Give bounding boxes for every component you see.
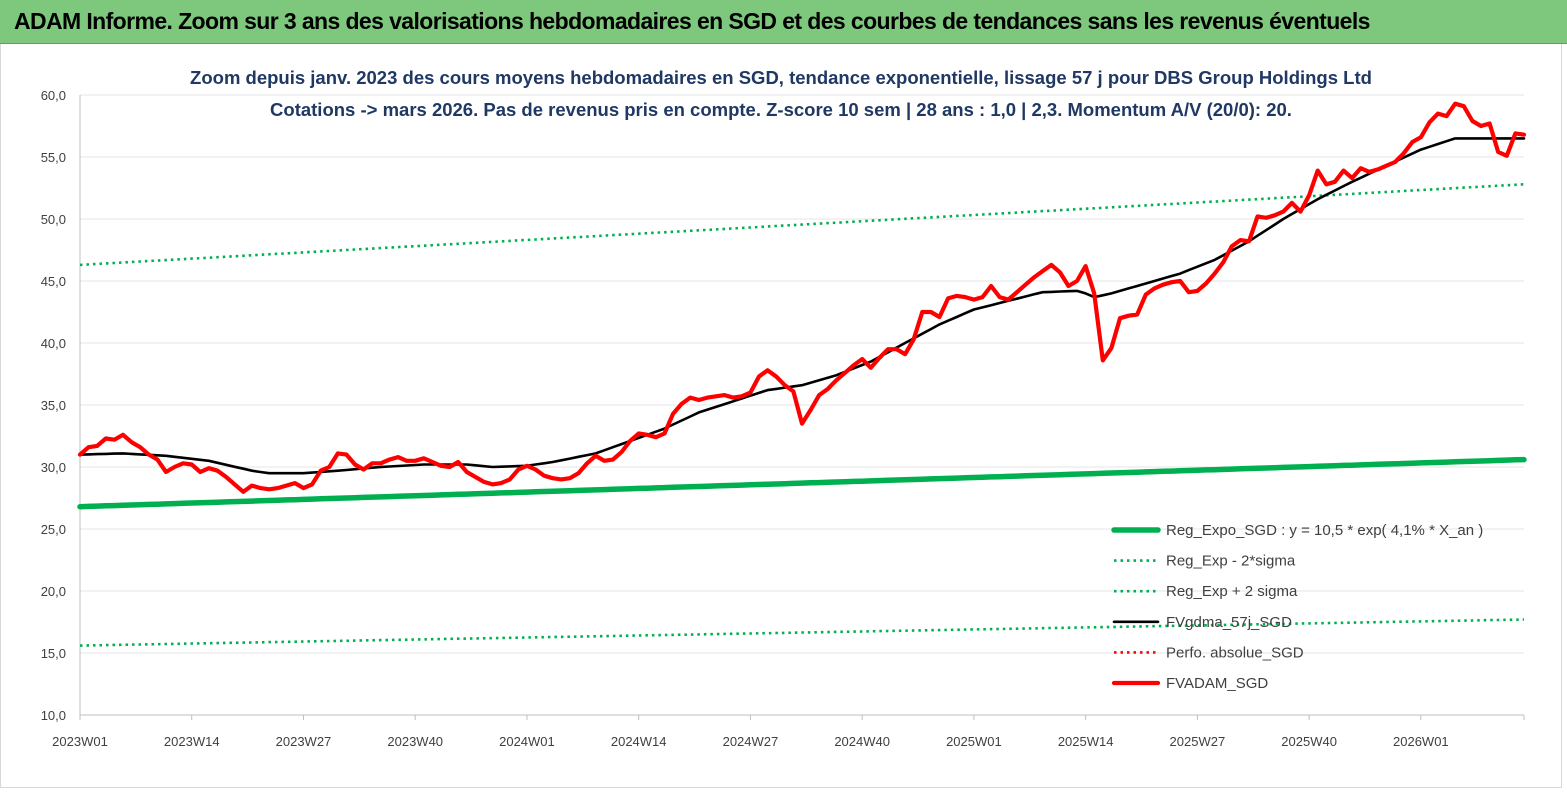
x-tick-label: 2025W14 <box>1058 734 1114 749</box>
series-line-2 <box>79 183 1525 267</box>
y-tick-label: 10,0 <box>41 708 66 723</box>
legend-label: Reg_Expo_SGD : y = 10,5 * exp( 4,1% * X_… <box>1166 522 1483 539</box>
x-tick-label: 2023W40 <box>387 734 443 749</box>
chart-frame <box>0 44 1562 788</box>
y-tick-label: 30,0 <box>41 460 66 475</box>
axes: 10,0 15,0 20,0 25,0 30,0 35,0 40,0 45,0 50,0 55,0… <box>41 88 1525 749</box>
legend: Reg_Expo_SGD : y = 10,5 * exp( 4,1% * X_… <box>1111 522 1483 692</box>
grid <box>80 94 1524 654</box>
x-tick-label: 2025W40 <box>1281 734 1337 749</box>
x-tick-label: 2023W14 <box>164 734 220 749</box>
legend-label: FVADAM_SGD <box>1166 675 1268 692</box>
x-tick-label: 2024W40 <box>834 734 890 749</box>
series-line-5 <box>77 101 1527 494</box>
y-tick-label: 25,0 <box>41 522 66 537</box>
series-layer <box>77 101 1527 647</box>
x-tick-label: 2024W27 <box>723 734 779 749</box>
page-banner-title: ADAM Informe. Zoom sur 3 ans des valoris… <box>0 0 1567 44</box>
y-tick-label: 50,0 <box>41 212 66 227</box>
y-tick-label: 40,0 <box>41 336 66 351</box>
legend-label: Reg_Exp + 2 sigma <box>1166 583 1298 600</box>
y-tick-label: 55,0 <box>41 150 66 165</box>
x-tick-label: 2023W01 <box>52 734 108 749</box>
y-tick-label: 15,0 <box>41 646 66 661</box>
series-line-0 <box>77 456 1527 510</box>
series-line-1 <box>79 618 1525 647</box>
y-tick-label: 45,0 <box>41 274 66 289</box>
x-tick-label: 2025W27 <box>1170 734 1226 749</box>
legend-label: Perfo. absolue_SGD <box>1166 644 1304 661</box>
chart-title-line-2: Cotations -> mars 2026. Pas de revenus p… <box>270 99 1292 120</box>
legend-label: Reg_Exp - 2*sigma <box>1166 553 1296 570</box>
chart-title-line-1: Zoom depuis janv. 2023 des cours moyens … <box>190 67 1372 88</box>
y-tick-label: 20,0 <box>41 584 66 599</box>
x-tick-label: 2024W14 <box>611 734 667 749</box>
y-tick-label: 60,0 <box>41 88 66 103</box>
legend-label: FVgdma_57j_SGD <box>1166 614 1292 631</box>
x-tick-label: 2026W01 <box>1393 734 1449 749</box>
x-tick-label: 2023W27 <box>276 734 332 749</box>
x-tick-label: 2025W01 <box>946 734 1002 749</box>
x-tick-label: 2024W01 <box>499 734 555 749</box>
y-tick-label: 35,0 <box>41 398 66 413</box>
